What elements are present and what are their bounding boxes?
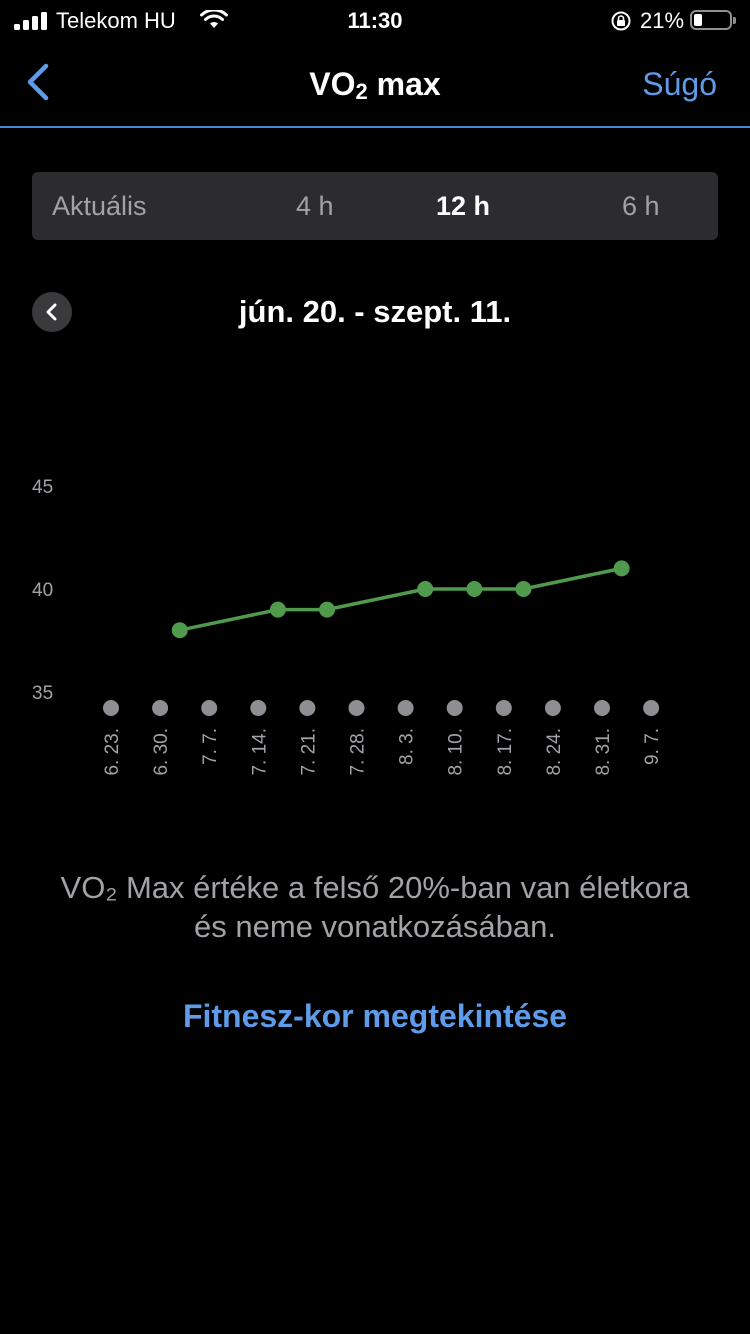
x-tick-label: 6. 30. xyxy=(151,728,172,776)
x-tick-label: 7. 7. xyxy=(200,728,221,765)
status-bar: Telekom HU 11:30 21% xyxy=(0,0,750,40)
segment-4-weeks[interactable]: 4 h xyxy=(296,191,334,221)
status-time: 11:30 xyxy=(347,8,403,33)
x-tick-label: 8. 10. xyxy=(446,728,467,776)
chevron-left-icon xyxy=(46,303,57,321)
segment-current[interactable]: Aktuális xyxy=(52,191,147,221)
x-category-dot xyxy=(299,700,316,716)
navigation-bar: VO2 max Súgó xyxy=(0,40,750,128)
page-title: VO2 max xyxy=(0,66,750,105)
help-button[interactable]: Súgó xyxy=(642,66,717,102)
x-category-dot xyxy=(544,700,561,716)
x-category-dot xyxy=(643,700,660,716)
data-point xyxy=(613,560,630,577)
x-category-dot xyxy=(152,700,169,716)
period-segmented-control: Aktuális 4 h 12 h 6 h xyxy=(32,172,718,240)
data-point xyxy=(269,601,286,618)
data-point xyxy=(319,601,336,618)
x-tick-label: 8. 3. xyxy=(397,728,418,765)
carrier-name: Telekom HU xyxy=(56,8,176,33)
data-point xyxy=(171,622,188,639)
segment-6-months[interactable]: 6 h xyxy=(622,191,660,221)
data-point xyxy=(417,581,434,597)
x-tick-label: 8. 31. xyxy=(593,728,614,776)
x-category-dot xyxy=(446,700,463,716)
x-tick-label: 8. 24. xyxy=(544,728,565,776)
chevron-left-icon xyxy=(27,63,49,101)
x-category-dot xyxy=(348,700,365,716)
data-point xyxy=(466,581,483,597)
x-category-dot xyxy=(250,700,267,716)
battery-icon xyxy=(690,10,736,30)
page-title-rest: max xyxy=(367,66,441,102)
y-tick-label: 45 xyxy=(32,477,53,498)
segment-12-weeks[interactable]: 12 h xyxy=(436,191,491,221)
back-button[interactable] xyxy=(20,58,60,106)
x-tick-label: 8. 17. xyxy=(495,728,516,776)
previous-period-button[interactable] xyxy=(32,292,72,332)
x-tick-label: 6. 23. xyxy=(102,728,123,776)
x-tick-label: 7. 14. xyxy=(249,728,270,776)
page-title-subscript: 2 xyxy=(355,79,368,104)
page-title-main: VO xyxy=(309,66,356,102)
x-tick-label: 7. 28. xyxy=(348,728,369,776)
x-category-dot xyxy=(594,700,610,716)
data-point xyxy=(515,581,532,597)
series-line xyxy=(179,566,622,632)
date-range-label: jún. 20. - szept. 11. xyxy=(238,294,512,329)
vo2-description: VO₂ Max értéke a felső 20%-ban van életk… xyxy=(60,870,690,944)
x-category-dot xyxy=(201,700,218,716)
vo2-max-chart: 45 40 35 6. 23. 6. 30. 7. 7. 7. 14. 7. 21. 7. 28… xyxy=(32,477,663,776)
y-tick-label: 35 xyxy=(32,683,53,704)
x-category-dot xyxy=(397,700,414,716)
x-category-dot xyxy=(495,700,512,716)
x-tick-label: 9. 7. xyxy=(642,728,663,765)
y-tick-label: 40 xyxy=(32,580,53,601)
wifi-icon xyxy=(200,8,228,35)
signal-icon xyxy=(14,12,48,30)
fitness-age-link[interactable]: Fitnesz-kor megtekintése xyxy=(182,998,568,1034)
x-tick-label: 7. 21. xyxy=(298,728,319,776)
rotation-lock-icon xyxy=(610,10,632,37)
battery-percent: 21% xyxy=(640,8,685,33)
x-category-dot xyxy=(103,700,119,716)
